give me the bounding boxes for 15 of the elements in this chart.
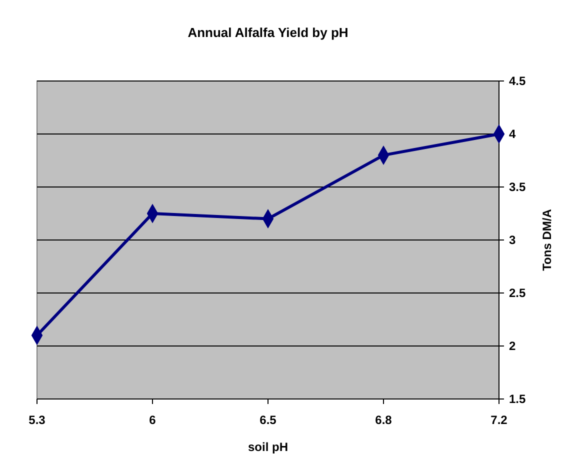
x-tick-label: 6.5 xyxy=(260,413,277,427)
x-tick-label: 6.8 xyxy=(375,413,392,427)
y-tick-label: 3 xyxy=(509,233,516,248)
y-axis-title: Tons DM/A xyxy=(540,208,554,271)
y-tick-label: 4 xyxy=(509,127,516,142)
y-tick-label: 2.5 xyxy=(509,286,526,300)
x-tick-label: 5.3 xyxy=(28,413,46,427)
x-tick-label: 7.2 xyxy=(490,413,508,427)
y-tick-label: 2 xyxy=(509,339,516,354)
x-axis-title: soil pH xyxy=(248,440,288,454)
y-tick-label: 3.5 xyxy=(509,180,526,194)
chart-title: Annual Alfalfa Yield by pH xyxy=(188,25,348,40)
y-tick-label: 4.5 xyxy=(509,74,526,88)
y-tick-label: 1.5 xyxy=(509,392,526,406)
x-tick-label: 6 xyxy=(149,413,156,427)
